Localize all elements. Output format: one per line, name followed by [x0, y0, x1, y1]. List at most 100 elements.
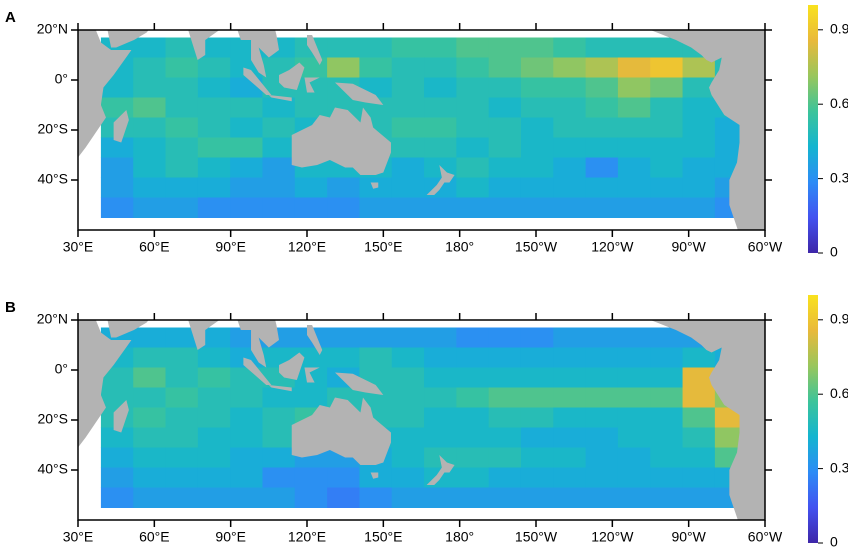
grid-cell [165, 37, 199, 58]
y-tick-label: 20°S [37, 121, 68, 137]
colorbar-tick-label: 0.3 [830, 169, 848, 185]
grid-cell [456, 427, 490, 448]
grid-cell [488, 387, 522, 408]
grid-cell [424, 57, 457, 78]
grid-cell [456, 197, 490, 218]
grid-cell [650, 427, 684, 448]
grid-cell [456, 407, 490, 428]
grid-cell [391, 367, 425, 388]
grid-cell [617, 447, 651, 468]
grid-cell [553, 327, 587, 348]
grid-cell [262, 197, 296, 218]
grid-cell [133, 487, 167, 508]
grid-cell [682, 347, 716, 368]
grid-cell [617, 177, 651, 198]
grid-cell [165, 117, 199, 138]
grid-cell [553, 157, 587, 178]
grid-cell [294, 487, 328, 508]
grid-cell [617, 467, 651, 488]
heatmap [100, 327, 748, 508]
grid-cell [197, 387, 231, 408]
grid-cell [650, 157, 684, 178]
grid-cell [133, 137, 167, 158]
grid-cell [197, 327, 231, 348]
grid-cell [391, 37, 425, 58]
grid-cell [359, 37, 393, 58]
grid-cell [230, 447, 263, 468]
grid-cell [197, 117, 231, 138]
grid-cell [230, 407, 263, 428]
grid-cell [391, 77, 425, 98]
grid-cell [262, 427, 296, 448]
grid-cell [585, 197, 619, 218]
grid-cell [488, 117, 522, 138]
grid-cell [133, 177, 167, 198]
grid-cell [359, 487, 393, 508]
grid-cell [165, 447, 199, 468]
grid-cell [294, 387, 328, 408]
grid-cell [165, 387, 199, 408]
x-tick-label: 180° [445, 529, 474, 545]
grid-cell [585, 387, 619, 408]
grid-cell [520, 97, 554, 118]
grid-cell [456, 467, 490, 488]
grid-cell [585, 97, 619, 118]
grid-cell [100, 447, 134, 468]
grid-cell [617, 77, 651, 98]
grid-cell [682, 447, 716, 468]
grid-cell [197, 197, 231, 218]
x-tick-label: 30°E [63, 529, 94, 545]
grid-cell [585, 57, 619, 78]
grid-cell [682, 487, 716, 508]
grid-cell [650, 37, 684, 58]
grid-cell [424, 367, 457, 388]
grid-cell [617, 37, 651, 58]
grid-cell [456, 97, 490, 118]
grid-cell [391, 157, 425, 178]
grid-cell [359, 57, 393, 78]
grid-cell [359, 347, 393, 368]
grid-cell [327, 57, 360, 78]
y-tick-label: 0° [55, 361, 68, 377]
grid-cell [327, 467, 360, 488]
grid-cell [391, 467, 425, 488]
grid-cell [520, 487, 554, 508]
grid-cell [391, 387, 425, 408]
grid-cell [391, 447, 425, 468]
grid-cell [488, 487, 522, 508]
grid-cell [230, 157, 263, 178]
grid-cell [682, 77, 716, 98]
grid-cell [294, 97, 328, 118]
grid-cell [520, 427, 554, 448]
grid-cell [327, 177, 360, 198]
grid-cell [391, 427, 425, 448]
grid-cell [197, 367, 231, 388]
grid-cell [100, 97, 134, 118]
grid-cell [553, 427, 587, 448]
grid-cell [133, 157, 167, 178]
grid-cell [488, 327, 522, 348]
grid-cell [262, 97, 296, 118]
grid-cell [553, 77, 587, 98]
grid-cell [650, 97, 684, 118]
grid-cell [197, 427, 231, 448]
grid-cell [197, 177, 231, 198]
grid-cell [585, 347, 619, 368]
grid-cell [520, 37, 554, 58]
grid-cell [682, 367, 716, 388]
grid-cell [424, 327, 457, 348]
grid-cell [617, 367, 651, 388]
grid-cell [262, 387, 296, 408]
grid-cell [585, 137, 619, 158]
grid-cell [165, 177, 199, 198]
grid-cell [391, 117, 425, 138]
grid-cell [650, 407, 684, 428]
grid-cell [617, 487, 651, 508]
grid-cell [520, 57, 554, 78]
colorbar [808, 5, 818, 253]
grid-cell [553, 137, 587, 158]
grid-cell [262, 177, 296, 198]
grid-cell [424, 387, 457, 408]
grid-cell [294, 197, 328, 218]
grid-cell [197, 347, 231, 368]
